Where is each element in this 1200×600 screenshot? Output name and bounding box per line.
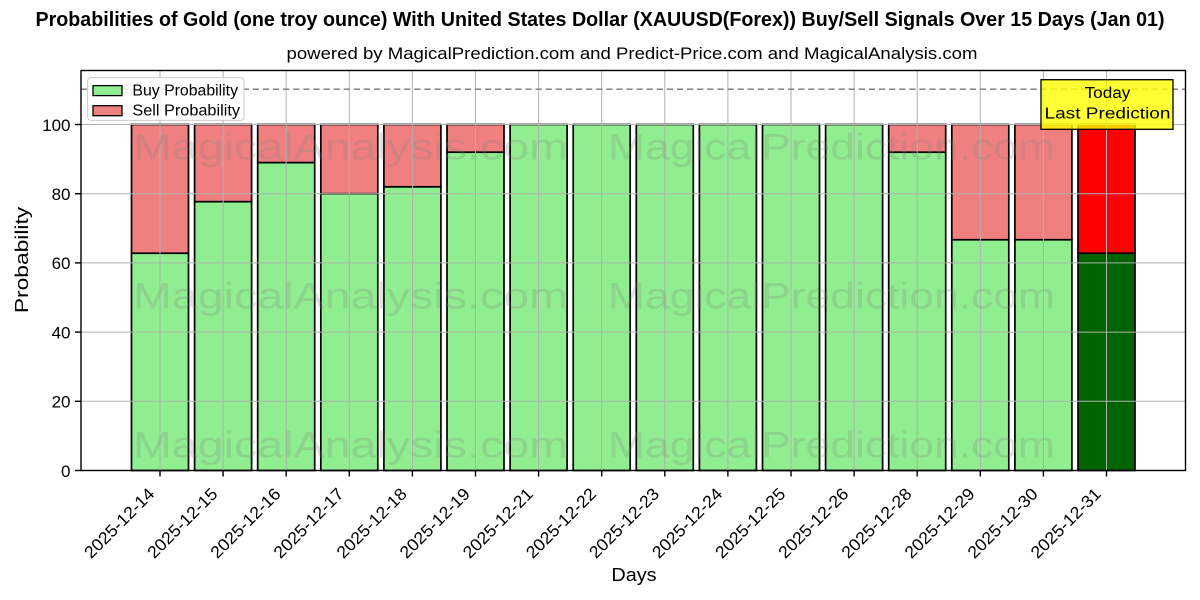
svg-text:MagicalAnalysis.com: MagicalAnalysis.com <box>133 425 568 466</box>
svg-text:Today: Today <box>1085 85 1131 102</box>
svg-text:80: 80 <box>52 185 71 204</box>
svg-text:powered by MagicalPrediction.c: powered by MagicalPrediction.com and Pre… <box>287 45 978 63</box>
svg-text:20: 20 <box>52 393 71 412</box>
svg-text:MagicalPrediction.com: MagicalPrediction.com <box>608 276 1055 317</box>
svg-text:100: 100 <box>42 116 70 135</box>
svg-text:MagicalAnalysis.com: MagicalAnalysis.com <box>133 276 568 317</box>
svg-text:MagicalPrediction.com: MagicalPrediction.com <box>608 425 1055 466</box>
svg-text:Days: Days <box>611 565 656 585</box>
svg-text:40: 40 <box>52 323 71 342</box>
svg-text:MagicalAnalysis.com: MagicalAnalysis.com <box>133 127 568 168</box>
svg-text:Probabilities of Gold (one tro: Probabilities of Gold (one troy ounce) W… <box>36 8 1165 31</box>
svg-text:Buy Probability: Buy Probability <box>132 83 238 100</box>
svg-text:Sell Probability: Sell Probability <box>132 103 240 120</box>
svg-text:60: 60 <box>52 254 71 273</box>
svg-text:0: 0 <box>61 462 70 481</box>
svg-text:Probability: Probability <box>12 206 32 313</box>
svg-text:MagicalPrediction.com: MagicalPrediction.com <box>608 127 1055 168</box>
svg-text:Last Prediction: Last Prediction <box>1045 106 1171 123</box>
